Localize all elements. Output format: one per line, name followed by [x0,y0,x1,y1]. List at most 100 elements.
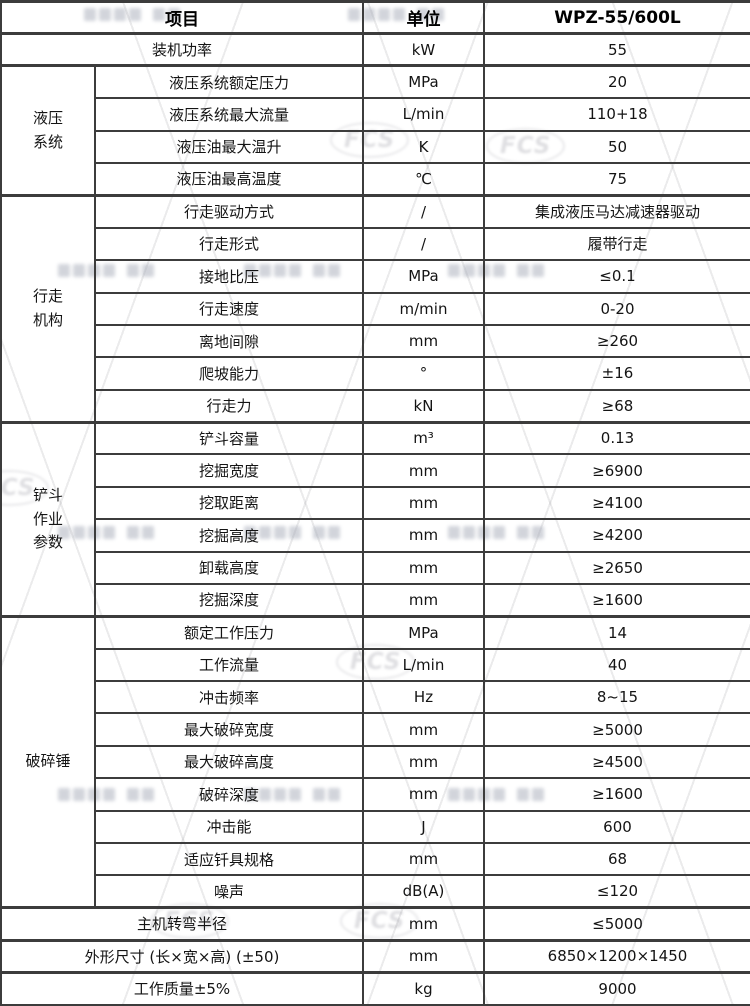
spec-value: 0-20 [483,291,750,326]
table-row: 破碎锤 额定工作压力 MPa 14 [0,614,750,909]
table-row: 液压 系统 液压系统额定压力 MPa 20 [0,64,750,197]
spec-item: 破碎深度 [94,777,364,812]
spec-value: 集成液压马达减速器驱动 [483,193,750,229]
spec-value: 9000 [483,970,750,1006]
spec-value: ≥6900 [483,453,750,488]
spec-unit: K [362,129,485,165]
spec-unit: mm [362,906,485,942]
spec-value: ≥4200 [483,518,750,553]
spec-item: 冲击频率 [94,679,364,715]
spec-unit: mm [362,485,485,521]
spec-value: ≥1600 [483,777,750,812]
table-row: 液压油最大温升 K 50 [1,129,750,165]
table-row: 外形尺寸 (长×宽×高) (±50) mm 6850×1200×1450 [0,938,750,974]
spec-item: 液压油最大温升 [94,129,364,165]
spec-value: 8~15 [483,679,750,715]
spec-value: ≥1600 [483,582,750,618]
spec-item: 挖取距离 [94,485,364,521]
spec-unit: mm [362,938,485,974]
spec-unit: ℃ [362,161,485,197]
spec-value: ≥4500 [483,744,750,780]
spec-item: 冲击能 [94,809,364,844]
table-row: 行走速度 m/min 0-20 [1,291,750,326]
spec-value: 0.13 [483,420,750,456]
table-row: 卸载高度 mm ≥2650 [1,550,750,585]
spec-unit: mm [362,518,485,553]
table-row: 冲击能 J 600 [1,809,750,844]
group-label: 行走 机构 [0,193,96,423]
table-row: 工作流量 L/min 40 [1,647,750,683]
spec-item: 接地比压 [94,259,364,294]
table-row: 挖取距离 mm ≥4100 [1,485,750,521]
spec-item: 行走力 [94,388,364,424]
spec-item: 爬坡能力 [94,356,364,391]
table-row: 最大破碎高度 mm ≥4500 [1,744,750,780]
spec-unit: MPa [362,64,485,100]
spec-item: 工作质量±5% [0,970,364,1006]
spec-value: 68 [483,841,750,877]
spec-unit: mm [362,453,485,488]
spec-item: 装机功率 [0,31,364,67]
spec-unit: mm [362,744,485,780]
table-row: 挖掘高度 mm ≥4200 [1,518,750,553]
spec-unit: kW [362,31,485,67]
spec-value: ≥2650 [483,550,750,585]
spec-unit: L/min [362,647,485,683]
spec-value: ≤120 [483,874,750,909]
spec-unit: / [362,226,485,262]
spec-unit: kg [362,970,485,1006]
spec-value: ±16 [483,356,750,391]
header-model: WPZ-55/600L [483,0,750,35]
spec-value: 110+18 [483,97,750,132]
spec-value: ≥5000 [483,712,750,747]
header-item: 项目 [0,0,364,35]
spec-item: 噪声 [94,874,364,909]
group-label: 液压 系统 [0,64,96,197]
spec-unit: MPa [362,259,485,294]
spec-item: 额定工作压力 [94,614,364,650]
table-row: 铲斗 作业 参数 铲斗容量 m³ 0.13 [0,420,750,618]
spec-item: 液压系统最大流量 [94,97,364,132]
spec-item: 离地间隙 [94,323,364,359]
table-row: 装机功率 kW 55 [0,31,750,67]
spec-item: 最大破碎高度 [94,744,364,780]
spec-value: ≥260 [483,323,750,359]
spec-unit: mm [362,323,485,359]
spec-unit: L/min [362,97,485,132]
spec-item: 最大破碎宽度 [94,712,364,747]
spec-item: 卸载高度 [94,550,364,585]
spec-value: 50 [483,129,750,165]
spec-unit: MPa [362,614,485,650]
table-row: 行走 机构 行走驱动方式 / 集成液压马达减速器驱动 [0,193,750,423]
spec-unit: Hz [362,679,485,715]
table-row: 液压油最高温度 ℃ 75 [1,161,750,197]
spec-item: 工作流量 [94,647,364,683]
table-row: 行走形式 / 履带行走 [1,226,750,262]
spec-item: 适应钎具规格 [94,841,364,877]
spec-value: 75 [483,161,750,197]
spec-unit: J [362,809,485,844]
spec-unit: m/min [362,291,485,326]
spec-unit: ° [362,356,485,391]
spec-item: 主机转弯半径 [0,906,364,942]
table-row: 噪声 dB(A) ≤120 [1,874,750,909]
table-row: 挖掘深度 mm ≥1600 [1,582,750,618]
spec-table-body: 装机功率 kW 55 液压 系统 液压系统额定压力 MPa 20 液压系统最大流量 L/min 11… [0,31,750,1006]
group-label: 破碎锤 [0,614,96,909]
spec-value: 40 [483,647,750,683]
spec-value: ≤5000 [483,906,750,942]
spec-value: 14 [483,614,750,650]
header-unit: 单位 [362,0,485,35]
table-row: 工作质量±5% kg 9000 [0,970,750,1006]
spec-value: 55 [483,31,750,67]
spec-item: 铲斗容量 [94,420,364,456]
spec-unit: / [362,193,485,229]
table-row: 离地间隙 mm ≥260 [1,323,750,359]
spec-unit: dB(A) [362,874,485,909]
spec-value: 履带行走 [483,226,750,262]
table-row: 最大破碎宽度 mm ≥5000 [1,712,750,747]
spec-value: 20 [483,64,750,100]
spec-item: 行走速度 [94,291,364,326]
spec-unit: mm [362,712,485,747]
